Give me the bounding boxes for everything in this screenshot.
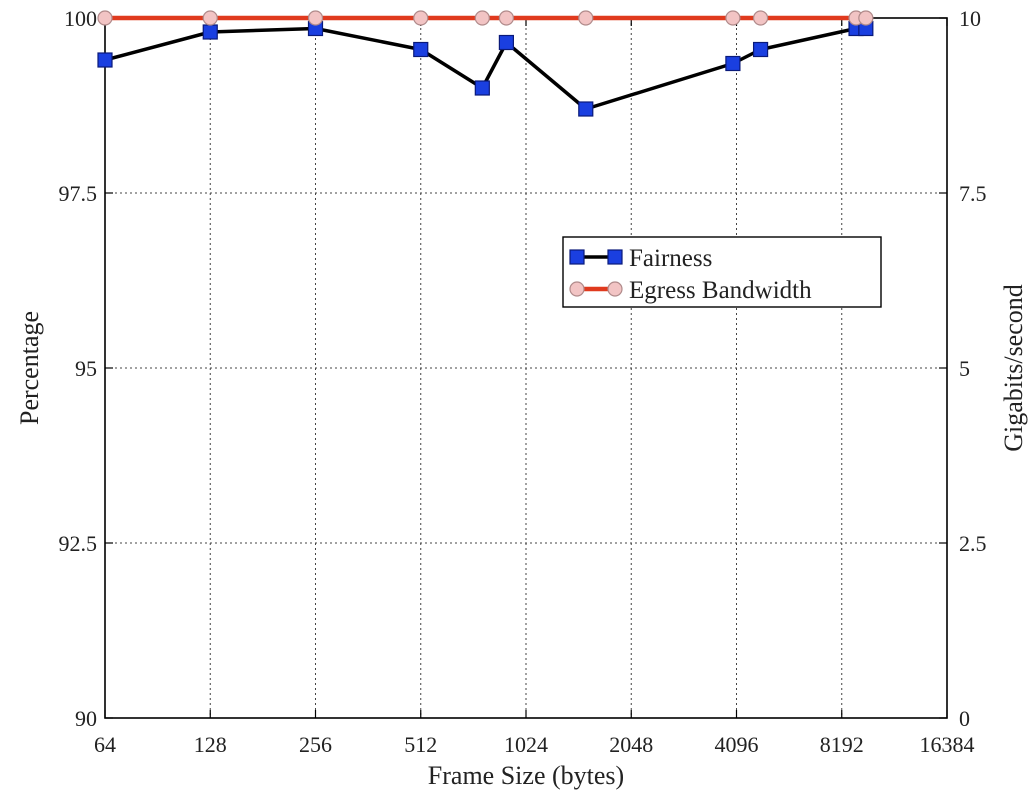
grid-layer — [105, 18, 947, 718]
egress-bandwidth-point — [858, 10, 874, 26]
fairness-point — [97, 52, 113, 68]
y-left-tick-label: 97.5 — [59, 181, 98, 206]
y-right-tick-label: 7.5 — [959, 181, 987, 206]
x-tick-label: 2048 — [609, 732, 653, 757]
fairness-point — [498, 34, 515, 51]
legend-swatch-marker — [607, 281, 623, 297]
legend-swatch-marker — [607, 249, 623, 265]
legend-label: Fairness — [629, 245, 712, 272]
legend-swatch-marker — [569, 281, 585, 297]
fairness-point — [413, 41, 429, 58]
egress-bandwidth-point — [752, 10, 769, 26]
x-tick-label: 1024 — [504, 732, 548, 757]
y-left-tick-label: 92.5 — [59, 531, 98, 556]
egress-bandwidth-point — [413, 10, 429, 26]
egress-bandwidth-point — [578, 10, 594, 26]
x-axis-title: Frame Size (bytes) — [428, 761, 624, 790]
y-left-tick-label: 90 — [75, 706, 97, 731]
egress-bandwidth-point — [498, 10, 515, 26]
fairness-point — [474, 80, 490, 96]
legend-swatch-marker — [569, 249, 585, 265]
y-right-tick-label: 5 — [959, 356, 970, 381]
x-tick-label: 16384 — [920, 732, 975, 757]
x-tick-label: 8192 — [820, 732, 864, 757]
fairness-point — [578, 101, 594, 117]
axes-layer: 64 128 256 512 1024 2048 4096 8192 16384 90 92.5 95… — [15, 6, 1028, 790]
x-tick-label: 512 — [404, 732, 437, 757]
x-tick-label: 64 — [94, 732, 116, 757]
y-right-axis-title: Gigabits/second — [999, 284, 1028, 452]
y-left-tick-label: 95 — [75, 356, 97, 381]
y-left-tick-label: 100 — [64, 6, 97, 31]
y-right-tick-label: 0 — [959, 706, 970, 731]
y-left-axis-title: Percentage — [15, 311, 44, 425]
x-tick-label: 4096 — [715, 732, 759, 757]
egress-bandwidth-point — [97, 10, 113, 26]
egress-bandwidth-point — [725, 10, 741, 26]
series-layer — [97, 10, 874, 117]
legend: Fairness Egress Bandwidth — [562, 236, 882, 308]
series-line-fairness — [104, 26, 866, 111]
x-tick-label: 256 — [299, 732, 332, 757]
fairness-point — [725, 55, 741, 72]
fairness-point — [202, 24, 218, 40]
egress-bandwidth-point — [202, 10, 218, 26]
fairness-point — [752, 41, 769, 58]
egress-bandwidth-point — [307, 10, 324, 26]
legend-label: Egress Bandwidth — [629, 277, 812, 304]
x-tick-label: 128 — [194, 732, 227, 757]
y-right-tick-label: 2.5 — [959, 531, 987, 556]
y-right-tick-label: 10 — [959, 6, 981, 31]
egress-bandwidth-point — [474, 10, 490, 26]
